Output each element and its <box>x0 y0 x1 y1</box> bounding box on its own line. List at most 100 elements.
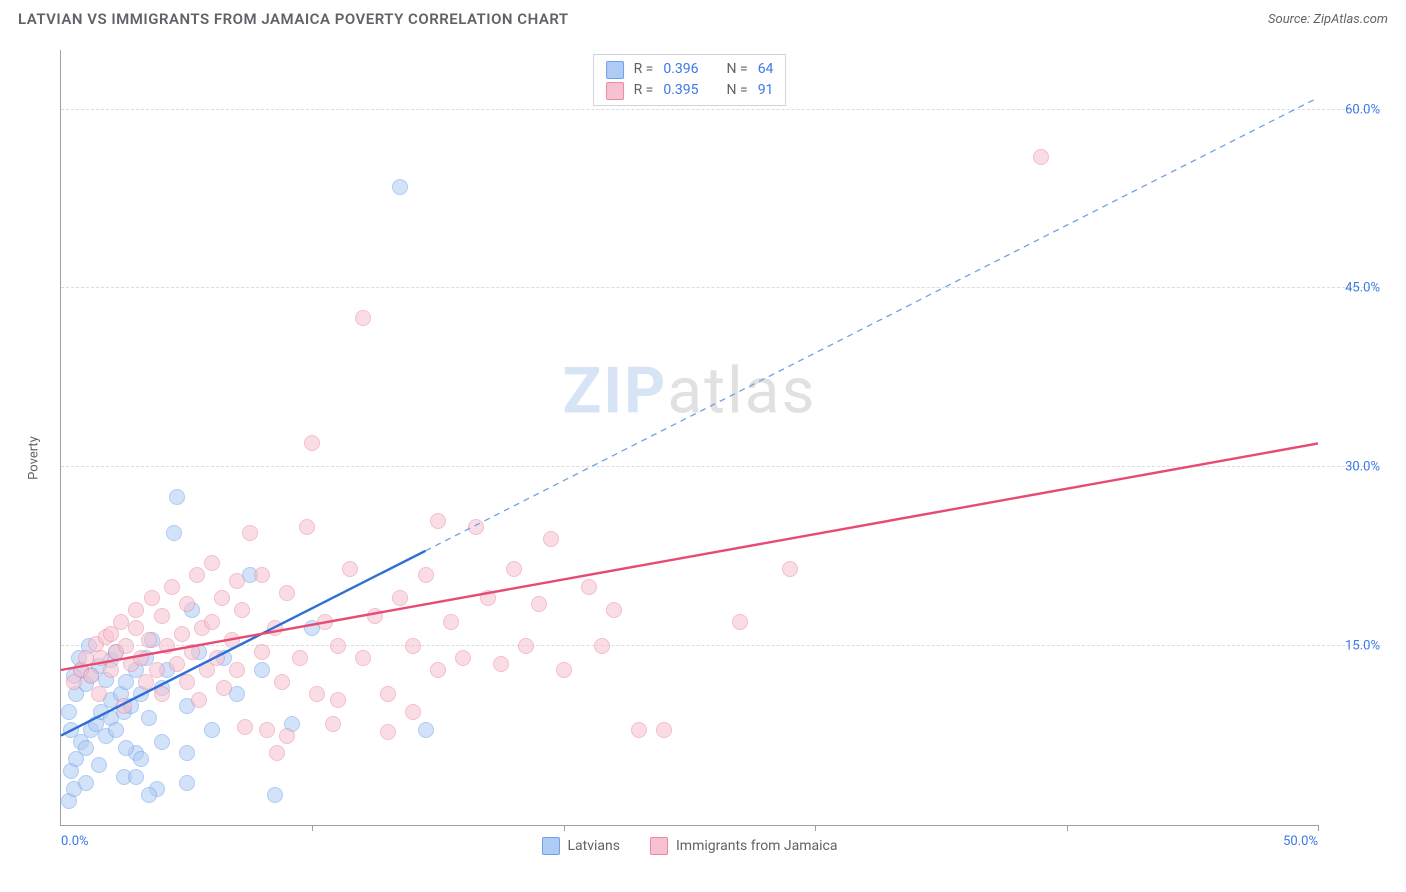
scatter-point-latvians <box>179 775 195 791</box>
scatter-point-jamaica <box>209 650 225 666</box>
scatter-point-jamaica <box>216 680 232 696</box>
scatter-point-jamaica <box>204 614 220 630</box>
legend-row-jamaica: R =0.395N =91 <box>606 80 774 101</box>
scatter-point-jamaica <box>325 716 341 732</box>
legend-swatch-jamaica <box>650 837 668 855</box>
scatter-point-jamaica <box>83 668 99 684</box>
scatter-point-jamaica <box>169 656 185 672</box>
scatter-point-jamaica <box>279 728 295 744</box>
scatter-point-jamaica <box>380 724 396 740</box>
scatter-point-jamaica <box>782 561 798 577</box>
legend-r-value: 0.396 <box>663 59 698 80</box>
scatter-point-latvians <box>61 704 77 720</box>
gridline-horizontal <box>61 109 1380 110</box>
scatter-point-jamaica <box>594 638 610 654</box>
legend-n-label: N = <box>727 59 748 80</box>
scatter-point-jamaica <box>133 650 149 666</box>
gridline-horizontal <box>61 287 1380 288</box>
legend-swatch-jamaica <box>606 82 624 100</box>
scatter-point-jamaica <box>1033 149 1049 165</box>
scatter-point-jamaica <box>229 573 245 589</box>
scatter-point-jamaica <box>179 674 195 690</box>
scatter-point-latvians <box>108 722 124 738</box>
x-tick-mark <box>1318 825 1319 831</box>
scatter-point-latvians <box>141 710 157 726</box>
chart-container: Poverty ZIPatlas R = 0.396 N = 64R =0.395N … <box>18 42 1388 874</box>
scatter-point-jamaica <box>518 638 534 654</box>
scatter-point-jamaica <box>267 620 283 636</box>
scatter-point-latvians <box>141 787 157 803</box>
scatter-point-latvians <box>166 525 182 541</box>
scatter-point-jamaica <box>355 650 371 666</box>
scatter-point-jamaica <box>141 632 157 648</box>
y-tick-label: 30.0% <box>1324 460 1380 475</box>
plot-area: ZIPatlas R =0.396N =64R =0.395N =91 Latv… <box>60 50 1318 826</box>
series-legend: Latvians Immigrants from Jamaica <box>541 837 837 855</box>
y-tick-label: 45.0% <box>1324 281 1380 296</box>
scatter-point-jamaica <box>606 602 622 618</box>
scatter-point-latvians <box>78 775 94 791</box>
legend-r-label: R = <box>634 59 654 80</box>
scatter-point-jamaica <box>164 579 180 595</box>
trend-lines-layer <box>61 50 1318 825</box>
scatter-point-jamaica <box>91 686 107 702</box>
scatter-point-jamaica <box>144 590 160 606</box>
watermark: ZIPatlas <box>563 354 817 429</box>
scatter-point-jamaica <box>184 644 200 660</box>
x-tick-mark <box>312 825 313 831</box>
scatter-point-jamaica <box>493 656 509 672</box>
scatter-point-latvians <box>169 489 185 505</box>
watermark-bold: ZIP <box>563 354 668 429</box>
scatter-point-jamaica <box>274 674 290 690</box>
scatter-point-latvians <box>254 662 270 678</box>
scatter-point-jamaica <box>204 555 220 571</box>
scatter-point-jamaica <box>154 608 170 624</box>
scatter-point-latvians <box>204 722 220 738</box>
scatter-point-jamaica <box>269 745 285 761</box>
scatter-point-jamaica <box>299 519 315 535</box>
scatter-point-latvians <box>63 722 79 738</box>
scatter-point-jamaica <box>159 638 175 654</box>
scatter-point-jamaica <box>330 692 346 708</box>
scatter-point-jamaica <box>254 567 270 583</box>
legend-swatch-latvians <box>541 837 559 855</box>
scatter-point-jamaica <box>149 662 165 678</box>
scatter-point-jamaica <box>179 596 195 612</box>
scatter-point-jamaica <box>330 638 346 654</box>
scatter-point-jamaica <box>732 614 748 630</box>
x-tick-mark <box>815 825 816 831</box>
correlation-legend: R = 0.396 N = 64R =0.395N =91 <box>593 54 787 106</box>
scatter-point-jamaica <box>234 602 250 618</box>
gridline-horizontal <box>61 466 1380 467</box>
trend-line-extension-latvians <box>426 98 1318 551</box>
scatter-point-jamaica <box>242 525 258 541</box>
x-tick-mark <box>564 825 565 831</box>
y-tick-label: 60.0% <box>1324 102 1380 117</box>
scatter-point-jamaica <box>118 638 134 654</box>
scatter-point-jamaica <box>229 662 245 678</box>
scatter-point-jamaica <box>380 686 396 702</box>
scatter-point-jamaica <box>506 561 522 577</box>
chart-title: LATVIAN VS IMMIGRANTS FROM JAMAICA POVER… <box>18 10 569 28</box>
scatter-point-jamaica <box>191 692 207 708</box>
scatter-point-jamaica <box>656 722 672 738</box>
legend-label: Immigrants from Jamaica <box>676 838 838 854</box>
scatter-point-latvians <box>418 722 434 738</box>
scatter-point-jamaica <box>292 650 308 666</box>
scatter-point-jamaica <box>128 620 144 636</box>
scatter-point-jamaica <box>342 561 358 577</box>
legend-label: Latvians <box>567 838 620 854</box>
legend-n-value: 64 <box>758 59 774 80</box>
scatter-point-jamaica <box>189 567 205 583</box>
scatter-point-jamaica <box>543 531 559 547</box>
scatter-point-jamaica <box>103 662 119 678</box>
scatter-point-jamaica <box>254 644 270 660</box>
y-axis-label: Poverty <box>26 436 41 480</box>
scatter-point-latvians <box>91 757 107 773</box>
trend-line-jamaica <box>61 443 1318 670</box>
legend-item-latvians: Latvians <box>541 837 620 855</box>
x-tick-label: 0.0% <box>61 834 89 849</box>
x-tick-label: 50.0% <box>1283 834 1318 849</box>
scatter-point-jamaica <box>430 662 446 678</box>
legend-n-value: 91 <box>758 80 774 101</box>
